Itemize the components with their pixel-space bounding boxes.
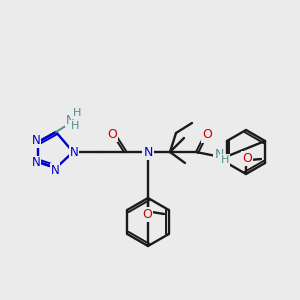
Text: N: N (51, 164, 59, 176)
Text: O: O (142, 208, 152, 220)
Text: N: N (66, 113, 74, 127)
Text: N: N (32, 134, 40, 148)
Text: O: O (202, 128, 212, 142)
Text: H: H (71, 121, 79, 131)
Text: N: N (214, 148, 224, 161)
Text: O: O (242, 152, 252, 164)
Text: O: O (107, 128, 117, 140)
Text: H: H (221, 155, 229, 165)
Text: N: N (32, 157, 40, 169)
Text: N: N (143, 146, 153, 158)
Text: H: H (73, 108, 81, 118)
Text: N: N (70, 146, 78, 160)
